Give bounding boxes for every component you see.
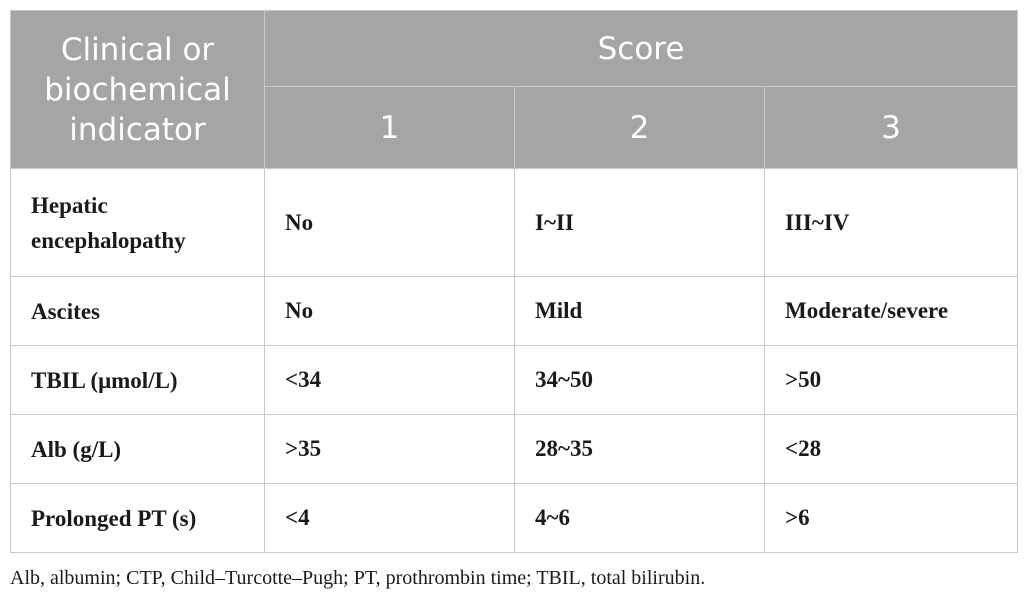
score-1-cell: >35	[264, 414, 515, 484]
score-3-cell: <28	[763, 414, 1019, 484]
header-row-scores: 1 2 3	[11, 86, 1019, 169]
score-2-cell: 4~6	[514, 483, 765, 553]
indicator-cell: Ascites	[10, 276, 265, 346]
header-row-top: Clinical or biochemical indicator Score	[10, 10, 1019, 169]
indicator-cell: Prolonged PT (s)	[10, 483, 265, 553]
score-1-cell: <34	[264, 345, 515, 415]
ctp-score-table-container: Clinical or biochemical indicator Score …	[10, 10, 1019, 553]
indicator-cell: Alb (g/L)	[10, 414, 265, 484]
table-header: Clinical or biochemical indicator Score …	[10, 10, 1019, 169]
table-footnote: Alb, albumin; CTP, Child–Turcotte–Pugh; …	[10, 567, 706, 589]
table-row: Prolonged PT (s) <4 4~6 >6	[10, 483, 1019, 553]
table-row: TBIL (μmol/L) <34 34~50 >50	[10, 345, 1019, 415]
score-1-cell: <4	[264, 483, 515, 553]
indicator-column-header: Clinical or biochemical indicator	[10, 10, 265, 169]
table-row: Alb (g/L) >35 28~35 <28	[10, 414, 1019, 484]
score-2-header: 2	[514, 86, 765, 169]
score-3-cell: >6	[763, 483, 1019, 553]
table-body: Hepatic encephalopathy No I~II III~IV As…	[10, 168, 1019, 553]
score-2-cell: 34~50	[514, 345, 765, 415]
score-2-cell: 28~35	[514, 414, 765, 484]
score-3-cell: >50	[763, 345, 1019, 415]
score-2-cell: I~II	[514, 168, 765, 277]
score-1-cell: No	[264, 276, 515, 346]
indicator-cell: TBIL (μmol/L)	[10, 345, 265, 415]
score-1-header: 1	[264, 86, 515, 169]
score-3-cell: III~IV	[763, 168, 1019, 277]
ctp-score-table: Clinical or biochemical indicator Score …	[10, 10, 1019, 553]
score-3-cell: Moderate/severe	[763, 276, 1019, 346]
table-row: Ascites No Mild Moderate/severe	[10, 276, 1019, 346]
score-1-cell: No	[264, 168, 515, 277]
indicator-cell: Hepatic encephalopathy	[10, 168, 265, 277]
table-row: Hepatic encephalopathy No I~II III~IV	[10, 168, 1019, 277]
score-column-group-header: Score	[263, 10, 1019, 87]
score-3-header: 3	[763, 86, 1019, 169]
score-2-cell: Mild	[514, 276, 765, 346]
